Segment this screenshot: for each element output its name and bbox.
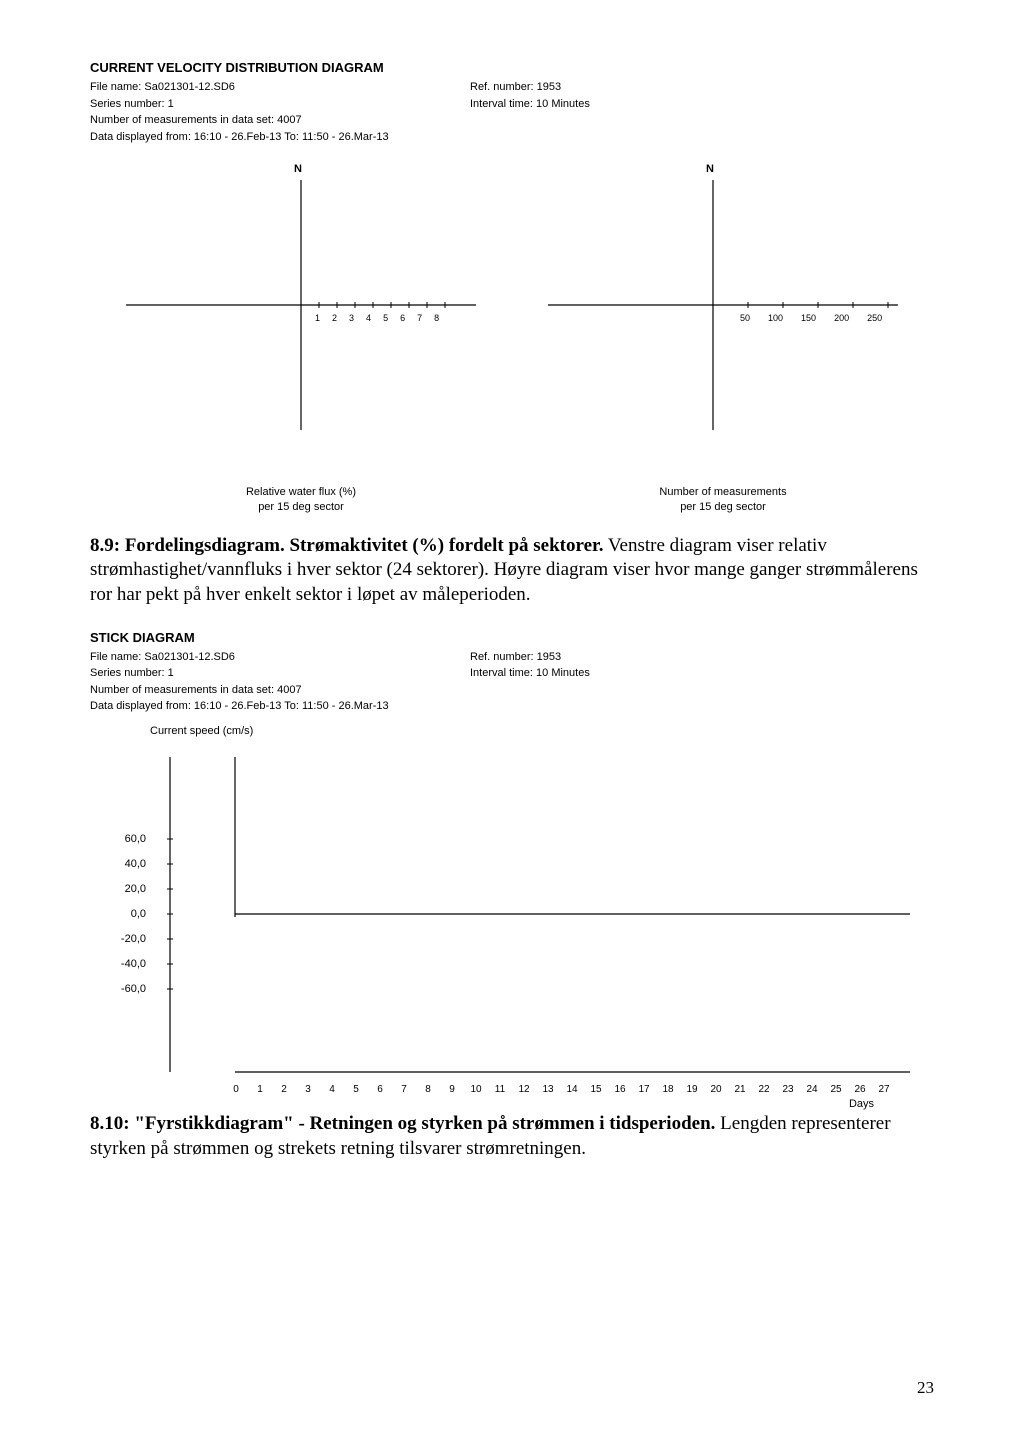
interval-time: Interval time: 10 Minutes: [470, 96, 934, 113]
left-cross-ticks: 1 2 3 4 5 6 7 8: [315, 313, 439, 323]
caption-8-9: 8.9: Fordelingsdiagram. Strømaktivitet (…: [90, 534, 934, 608]
right-cross-svg: [533, 165, 913, 445]
right-cross-plot: N 50 100 150 200 250: [533, 165, 913, 445]
left-cross-plot: N 1 2 3 4 5 6 7 8: [111, 165, 491, 445]
right-cross-ticks: 50 100 150 200 250: [740, 313, 882, 323]
series-number: Series number: 1: [90, 96, 470, 113]
caption-8-9-bold: 8.9: Fordelingsdiagram. Strømaktivitet (…: [90, 535, 603, 556]
north-label-left: N: [294, 163, 302, 175]
left-sublabel: Relative water flux (%) per 15 deg secto…: [111, 485, 491, 516]
left-cross-svg: [111, 165, 491, 445]
ref-number: Ref. number: 1953: [470, 79, 934, 96]
stick-measurement-count: Number of measurements in data set: 4007: [90, 682, 470, 699]
distribution-plots: N 1 2 3 4 5 6 7 8: [90, 165, 934, 475]
stick-header: STICK DIAGRAM File name: Sa021301-12.SD6…: [90, 630, 934, 715]
distribution-title: CURRENT VELOCITY DISTRIBUTION DIAGRAM: [90, 60, 934, 75]
right-sublabel: Number of measurements per 15 deg sector: [533, 485, 913, 516]
stick-series-number: Series number: 1: [90, 665, 470, 682]
stick-title: STICK DIAGRAM: [90, 630, 934, 645]
stick-days-label: Days: [849, 1098, 874, 1110]
caption-8-10-bold: 8.10: "Fyrstikkdiagram" - Retningen og s…: [90, 1113, 715, 1134]
file-name: File name: Sa021301-12.SD6: [90, 79, 470, 96]
stick-chart: 60,0 40,0 20,0 0,0 -20,0 -40,0 -60,0 012…: [110, 747, 934, 1107]
stick-file-name: File name: Sa021301-12.SD6: [90, 649, 470, 666]
measurement-count: Number of measurements in data set: 4007: [90, 112, 470, 129]
stick-x-labels: 0123456789101112131415161718192021222324…: [230, 1084, 890, 1095]
stick-axis-title: Current speed (cm/s): [150, 725, 934, 737]
stick-interval-time: Interval time: 10 Minutes: [470, 665, 934, 682]
stick-svg: [155, 757, 915, 1087]
stick-y-labels: 60,0 40,0 20,0 0,0 -20,0 -40,0 -60,0: [110, 827, 146, 1002]
data-displayed: Data displayed from: 16:10 - 26.Feb-13 T…: [90, 129, 389, 146]
page-number: 23: [917, 1378, 934, 1398]
stick-data-displayed: Data displayed from: 16:10 - 26.Feb-13 T…: [90, 698, 389, 715]
distribution-header: CURRENT VELOCITY DISTRIBUTION DIAGRAM Fi…: [90, 60, 934, 145]
caption-8-10: 8.10: "Fyrstikkdiagram" - Retningen og s…: [90, 1112, 934, 1161]
north-label-right: N: [706, 163, 714, 175]
plot-sublabels: Relative water flux (%) per 15 deg secto…: [90, 485, 934, 516]
stick-ref-number: Ref. number: 1953: [470, 649, 934, 666]
